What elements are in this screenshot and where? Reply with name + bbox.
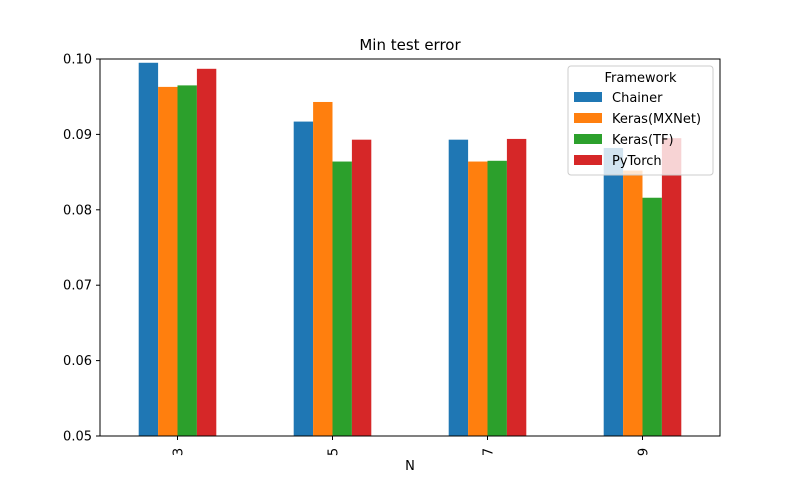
- legend-swatch: [574, 155, 602, 165]
- bar-keras-mxnet-n5: [313, 101, 333, 436]
- x-tick-label: 9: [637, 448, 652, 456]
- bar-keras-mxnet-n9: [623, 170, 643, 436]
- bar-pytorch-n3: [196, 68, 217, 437]
- bar-keras-mxnet-n3: [158, 86, 178, 437]
- legend-label: Keras(TF): [612, 133, 674, 148]
- legend-label: Chainer: [612, 91, 663, 106]
- bar-keras-tf-n3: [177, 85, 197, 436]
- x-axis: 3 5 7 9: [172, 436, 652, 456]
- x-tick-label: 5: [327, 448, 342, 456]
- bars-group: [138, 62, 682, 437]
- y-tick-label: 0.07: [63, 279, 92, 294]
- legend-swatch: [574, 134, 602, 144]
- bar-chainer-n3: [138, 62, 159, 437]
- legend-label: Keras(MXNet): [612, 112, 701, 127]
- legend-title: Framework: [605, 71, 677, 86]
- y-tick-label: 0.09: [63, 128, 92, 143]
- chart-title: Min test error: [359, 36, 461, 54]
- plot-frame: [99, 58, 721, 437]
- legend-swatch: [574, 92, 602, 102]
- bar-keras-tf-n7: [487, 160, 507, 437]
- bar-chainer-n7: [448, 139, 469, 436]
- x-tick-label: 3: [172, 448, 187, 456]
- legend-box: [567, 65, 714, 176]
- legend-swatch: [574, 113, 602, 123]
- bar-pytorch-n5: [351, 139, 372, 436]
- y-tick-label: 0.05: [63, 430, 92, 445]
- legend: Framework Chainer Keras(MXNet) Keras(TF) PyT…: [567, 65, 714, 176]
- y-tick-label: 0.10: [63, 53, 92, 68]
- bar-chainer-n9: [603, 147, 624, 436]
- y-axis: 0.05 0.06 0.07 0.08 0.09 0.10: [63, 53, 100, 445]
- bar-keras-tf-n9: [642, 197, 662, 436]
- bar-pytorch-n7: [506, 138, 527, 437]
- x-tick-label: 7: [482, 448, 497, 456]
- legend-label: PyTorch: [612, 154, 662, 169]
- bar-chainer-n5: [293, 121, 314, 436]
- bar-keras-mxnet-n7: [468, 161, 488, 437]
- x-axis-label: N: [405, 459, 415, 474]
- y-tick-label: 0.06: [63, 354, 92, 369]
- bar-pytorch-n9: [661, 138, 682, 437]
- y-tick-label: 0.08: [63, 203, 92, 218]
- bar-keras-tf-n5: [332, 161, 352, 437]
